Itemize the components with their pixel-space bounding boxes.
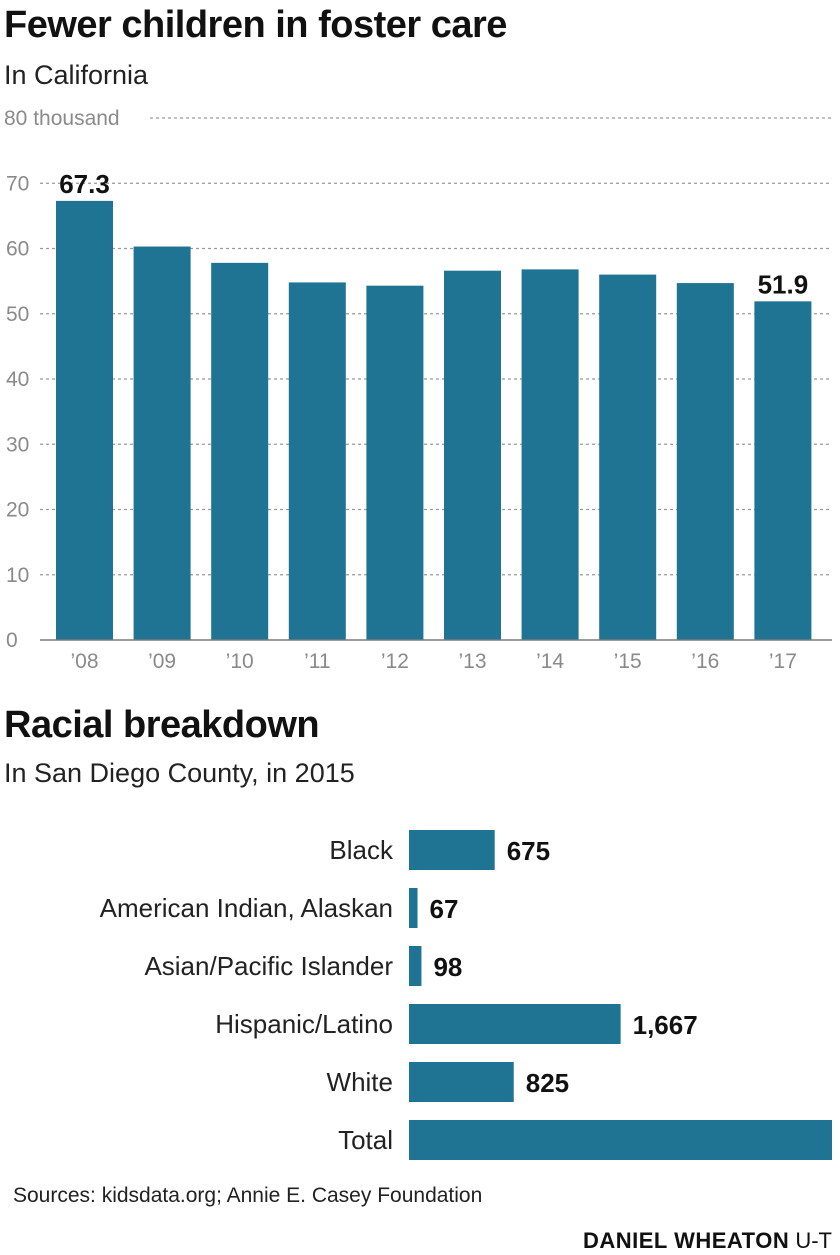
bar (676, 283, 734, 640)
data-label: 51.9 (758, 269, 809, 299)
x-tick-label: ’15 (614, 650, 642, 673)
bar (599, 274, 657, 640)
y-tick-label: 50 (6, 303, 29, 326)
y-tick-label: 0 (6, 629, 18, 652)
data-label: 67.3 (59, 169, 110, 199)
breakdown-subtitle: In San Diego County, in 2015 (4, 758, 355, 788)
data-label: 675 (507, 836, 550, 866)
author-name: DANIEL WHEATON (582, 1228, 790, 1253)
category-label: Black (329, 835, 394, 865)
bar (409, 1062, 514, 1102)
chart-title: Fewer children in foster care (4, 4, 507, 46)
x-tick-label: ’12 (381, 650, 409, 673)
y-tick-label: 40 (6, 368, 29, 391)
y-unit-label: 80 thousand (4, 107, 120, 130)
data-label: 67 (430, 894, 459, 924)
bar (409, 888, 418, 928)
data-label: 98 (433, 952, 462, 982)
racial-breakdown-bar-chart: Black 675 American Indian, Alaskan 67 Asian/… (100, 830, 832, 1160)
category-label: American Indian, Alaskan (100, 893, 393, 923)
bar (444, 270, 501, 640)
bar (288, 282, 346, 640)
chart-subtitle: In California (4, 60, 149, 90)
bar (521, 269, 579, 640)
y-tick-label: 10 (6, 564, 29, 587)
bar (211, 262, 269, 640)
x-tick-label: ’16 (691, 650, 719, 673)
bar (409, 1120, 832, 1160)
bar (754, 301, 812, 640)
y-tick-label: 60 (6, 238, 29, 261)
category-label: Hispanic/Latino (215, 1009, 393, 1039)
bar (366, 285, 424, 640)
x-tick-label: ’11 (304, 650, 330, 673)
x-tick-label: ’13 (458, 650, 486, 673)
category-label: White (327, 1067, 393, 1097)
x-tick-label: ’17 (769, 650, 797, 673)
breakdown-title: Racial breakdown (4, 704, 320, 746)
bar (56, 200, 113, 640)
bar (133, 246, 191, 641)
x-tick-label: ’14 (536, 650, 564, 673)
data-label: 825 (526, 1068, 569, 1098)
foster-care-bar-chart: 80 thousand 0 10 20 30 40 50 60 70 ’08 67.3 ’09 ’10 ’… (4, 107, 832, 673)
x-tick-label: ’08 (70, 650, 98, 673)
bar (409, 946, 422, 986)
data-label: 1,667 (633, 1010, 698, 1040)
bar (409, 830, 495, 870)
y-tick-label: 30 (6, 433, 29, 456)
category-label: Total (338, 1125, 393, 1155)
y-tick-label: 20 (6, 499, 29, 522)
credit-line: DANIEL WHEATON U-T (583, 1228, 832, 1254)
org-name: U-T (795, 1228, 832, 1253)
category-label: Asian/Pacific Islander (144, 951, 393, 981)
y-tick-label: 70 (6, 172, 29, 195)
x-tick-label: ’10 (226, 650, 254, 673)
source-note: Sources: kidsdata.org; Annie E. Casey Fo… (13, 1184, 483, 1207)
x-tick-label: ’09 (148, 650, 176, 673)
bar (409, 1004, 621, 1044)
